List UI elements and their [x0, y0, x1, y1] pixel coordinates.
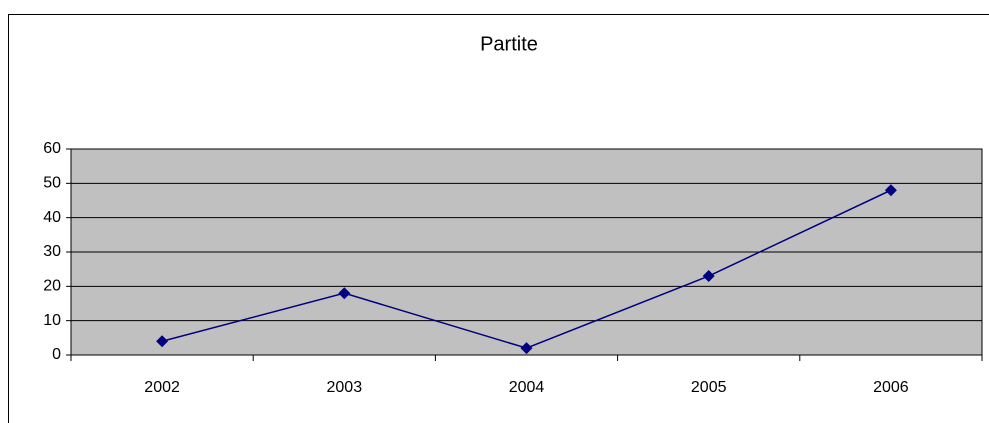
y-tick-label: 20 [43, 278, 61, 295]
marker [884, 184, 897, 197]
x-tick-label: 2006 [873, 379, 909, 396]
y-tick-label: 30 [43, 243, 61, 260]
y-tick-label: 60 [43, 140, 61, 157]
chart-title: Partite [480, 33, 538, 55]
x-tick-label: 2003 [327, 379, 363, 396]
marker [702, 270, 715, 283]
marker [520, 342, 533, 355]
plot-border [70, 148, 983, 356]
y-tick-label: 50 [43, 175, 61, 192]
x-tick-label: 2005 [691, 379, 727, 396]
y-tick-label: 40 [43, 209, 61, 226]
x-tick-label: 2004 [509, 379, 545, 396]
y-tick-label: 0 [52, 346, 61, 363]
x-tick-label: 2002 [144, 379, 180, 396]
marker [156, 335, 169, 348]
y-tick-label: 10 [43, 312, 61, 329]
marker [338, 287, 351, 300]
